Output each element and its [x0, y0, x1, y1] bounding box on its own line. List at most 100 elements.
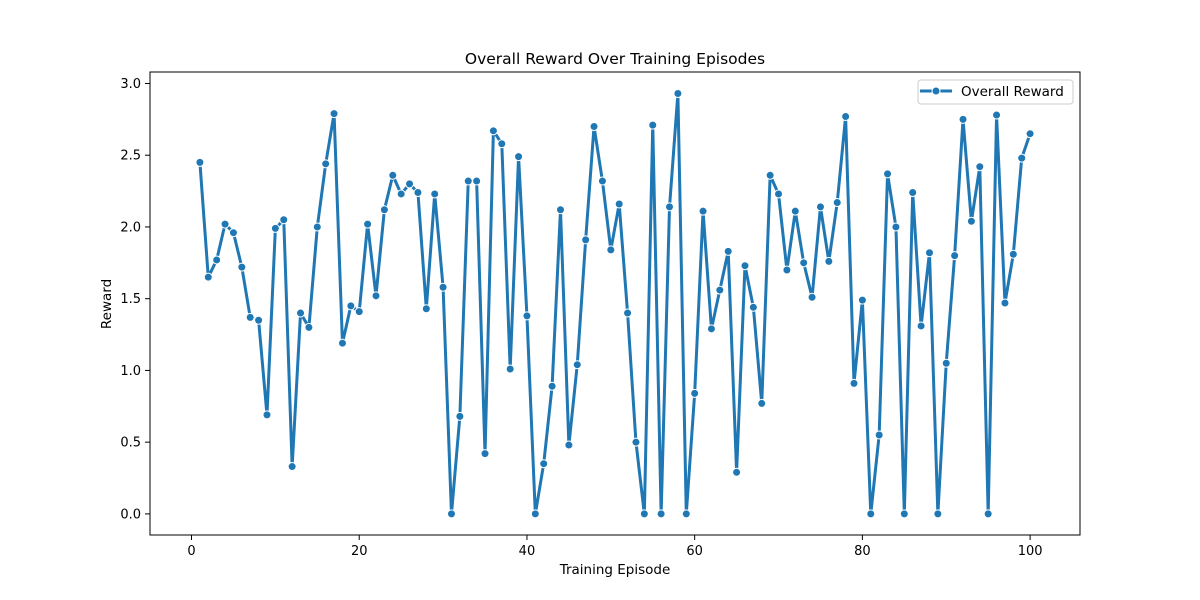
legend-box	[917, 79, 1074, 105]
data-point	[321, 159, 331, 169]
x-tick-label: 80	[854, 544, 871, 559]
data-point	[757, 398, 767, 408]
data-point	[438, 282, 448, 292]
data-point	[555, 205, 565, 215]
y-tick-label: 1.0	[120, 364, 141, 379]
data-point	[572, 360, 582, 370]
data-point	[874, 430, 884, 440]
data-point	[203, 272, 213, 282]
x-tick-label: 100	[1018, 544, 1043, 559]
data-point	[1000, 298, 1010, 308]
y-axis-label: Reward	[99, 279, 115, 329]
data-point	[589, 122, 599, 132]
data-point	[472, 176, 482, 186]
chart-title: Overall Reward Over Training Episodes	[465, 50, 765, 68]
data-point	[564, 440, 574, 450]
data-point	[388, 170, 398, 180]
data-point	[824, 256, 834, 266]
x-tick-label: 20	[351, 544, 368, 559]
data-point	[262, 410, 272, 420]
data-point	[866, 509, 876, 519]
data-point	[488, 126, 498, 136]
data-point	[212, 255, 222, 265]
data-point	[1025, 129, 1035, 139]
data-point	[597, 176, 607, 186]
data-point	[463, 176, 473, 186]
data-point	[849, 378, 859, 388]
data-point	[606, 245, 616, 255]
data-point	[715, 285, 725, 295]
y-tick-label: 2.0	[120, 220, 141, 235]
legend-marker-icon	[931, 86, 941, 96]
data-point	[505, 364, 515, 374]
data-point	[522, 311, 532, 321]
y-tick-label: 0.0	[120, 507, 141, 522]
legend-label: Overall Reward	[961, 84, 1064, 100]
data-point	[329, 109, 339, 119]
data-point	[547, 381, 557, 391]
data-point	[623, 308, 633, 318]
data-point	[337, 338, 347, 348]
data-point	[539, 459, 549, 469]
data-point	[430, 189, 440, 199]
data-point	[799, 258, 809, 268]
data-point	[354, 307, 364, 317]
data-point	[916, 321, 926, 331]
data-point	[446, 509, 456, 519]
x-tick-label: 0	[187, 544, 195, 559]
data-point	[908, 188, 918, 198]
data-point	[371, 291, 381, 301]
data-point	[480, 449, 490, 459]
data-point	[790, 206, 800, 216]
data-point	[304, 322, 314, 332]
x-axis-label: Training Episode	[559, 562, 671, 578]
data-point	[279, 215, 289, 225]
data-point	[413, 188, 423, 198]
data-point	[891, 222, 901, 232]
data-point	[195, 157, 205, 167]
data-point	[228, 228, 238, 238]
data-point	[656, 509, 666, 519]
data-point	[514, 152, 524, 162]
data-point	[740, 261, 750, 271]
data-point	[975, 162, 985, 172]
data-point	[245, 312, 255, 322]
y-tick-label: 3.0	[120, 77, 141, 92]
data-point	[237, 262, 247, 272]
data-point	[765, 170, 775, 180]
y-tick-label: 1.5	[120, 292, 141, 307]
data-point	[1017, 153, 1027, 163]
data-point	[614, 199, 624, 209]
x-tick-label: 40	[519, 544, 536, 559]
data-point	[346, 301, 356, 311]
data-point	[841, 111, 851, 121]
data-point	[966, 216, 976, 226]
y-axis: 0.0 0.5 1.0 1.5 2.0 2.5 3.0	[120, 77, 150, 522]
data-point	[723, 246, 733, 256]
data-point	[648, 120, 658, 130]
data-point	[782, 265, 792, 275]
x-axis: 0 20 40 60 80 100	[187, 535, 1043, 559]
data-point	[639, 509, 649, 519]
y-tick-label: 2.5	[120, 149, 141, 164]
x-tick-label: 60	[686, 544, 703, 559]
data-point	[312, 222, 322, 232]
data-point	[497, 139, 507, 149]
data-point	[815, 202, 825, 212]
legend: Overall Reward	[917, 79, 1074, 105]
series-line	[198, 92, 1032, 516]
data-point	[950, 251, 960, 261]
data-point	[748, 302, 758, 312]
data-point	[924, 248, 934, 258]
data-point	[690, 388, 700, 398]
data-point	[899, 509, 909, 519]
data-point	[941, 358, 951, 368]
data-point	[270, 223, 280, 233]
data-point	[1008, 249, 1018, 259]
data-point	[530, 509, 540, 519]
data-point	[379, 205, 389, 215]
data-point	[296, 308, 306, 318]
data-point	[421, 304, 431, 314]
data-point	[631, 437, 641, 447]
data-point	[665, 202, 675, 212]
